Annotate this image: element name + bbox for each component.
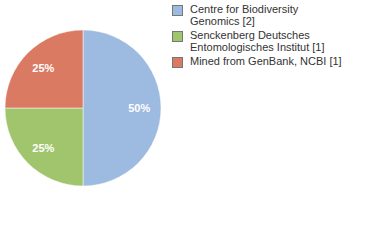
pie-area: 50% 25% 25% (0, 0, 170, 220)
slice (83, 30, 161, 186)
legend-entry: Mined from GenBank, NCBI [1] (172, 55, 372, 67)
legend-label: Centre for Biodiversity Genomics [2] (190, 3, 350, 27)
slices (5, 30, 161, 186)
data-label: 25% (32, 142, 54, 154)
chart: 50% 25% 25% Centre for Biodiversity Genomi… (0, 0, 380, 240)
legend-label: Senckenberg Deutsches Entomologisches In… (190, 29, 350, 53)
legend-entry: Senckenberg Deutsches Entomologisches In… (172, 29, 372, 53)
legend-swatch (172, 5, 183, 16)
legend-label: Mined from GenBank, NCBI [1] (190, 55, 350, 67)
slice (5, 108, 83, 186)
legend-swatch (172, 57, 183, 68)
data-label: 25% (32, 62, 54, 74)
legend-swatch (172, 31, 183, 42)
slice (5, 30, 83, 108)
data-label: 50% (128, 102, 150, 114)
legend: Centre for Biodiversity Genomics [2]Senc… (172, 3, 372, 69)
data-labels: 50% 25% 25% (32, 62, 150, 153)
legend-entry: Centre for Biodiversity Genomics [2] (172, 3, 372, 27)
